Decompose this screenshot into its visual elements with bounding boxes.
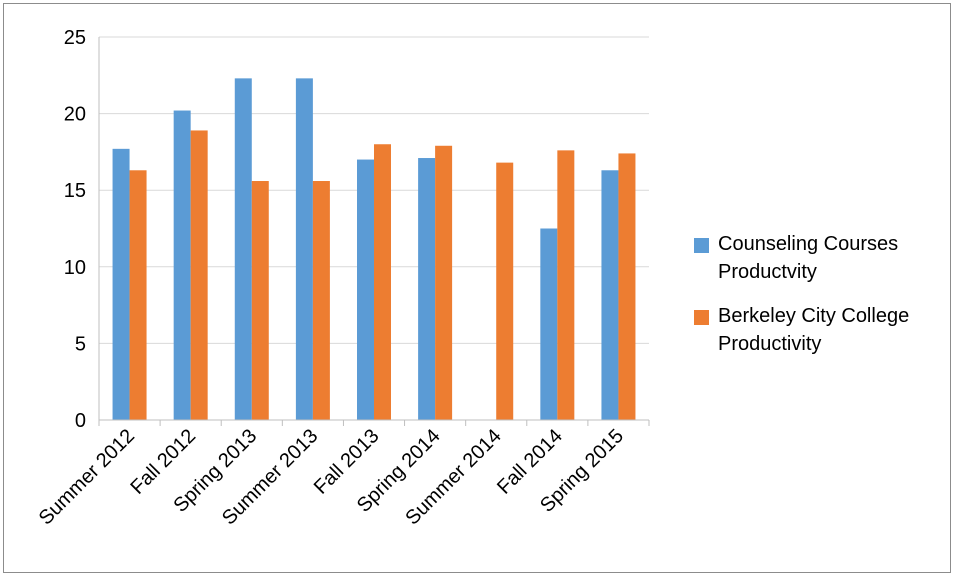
y-tick-label: 10 <box>64 257 86 279</box>
bar-bcc <box>374 144 391 421</box>
legend-swatch-counseling <box>694 238 709 253</box>
bar-bcc <box>435 145 453 420</box>
bar-counseling <box>540 228 558 420</box>
chart-frame: 0 5 10 15 20 25 Summer 2012 Fall 2012 Spring 20… <box>3 3 951 573</box>
bar-bcc <box>190 130 208 420</box>
bar-counseling <box>112 148 130 420</box>
axes <box>98 37 650 426</box>
legend: Counseling Courses Productvity Berkeley … <box>694 230 949 374</box>
bar-counseling <box>234 78 252 420</box>
bar-counseling <box>173 110 191 420</box>
legend-label-bcc: Berkeley City College Productivity <box>718 305 910 355</box>
bar-bcc <box>496 162 514 420</box>
bar-bcc <box>557 150 575 421</box>
legend-item-counseling: Counseling Courses Productvity <box>694 230 949 286</box>
y-tick-label: 25 <box>64 27 86 49</box>
y-tick-label: 15 <box>64 180 86 202</box>
bar-counseling <box>295 78 313 420</box>
bar-bcc <box>251 181 269 420</box>
x-tick-label: Summer 2012 <box>35 425 139 529</box>
bars <box>112 78 636 421</box>
bar-counseling <box>418 158 436 420</box>
bar-bcc <box>312 181 330 420</box>
legend-swatch-bcc <box>694 310 709 325</box>
bar-counseling <box>601 170 619 420</box>
y-tick-label: 5 <box>75 333 86 355</box>
legend-item-bcc: Berkeley City College Productivity <box>694 302 949 358</box>
bar-bcc <box>618 153 636 420</box>
legend-label-counseling: Counseling Courses Productvity <box>718 233 899 283</box>
y-tick-label: 20 <box>64 104 86 126</box>
y-tick-label: 0 <box>75 410 86 432</box>
bar-counseling <box>357 159 374 420</box>
y-tick-labels: 0 5 10 15 20 25 <box>64 27 86 432</box>
bar-bcc <box>129 170 147 420</box>
